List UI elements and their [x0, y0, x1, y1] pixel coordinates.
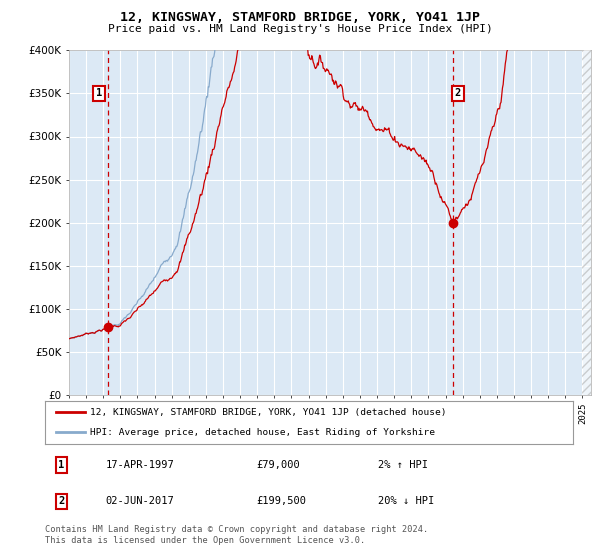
Text: 2% ↑ HPI: 2% ↑ HPI	[377, 460, 428, 470]
Text: £79,000: £79,000	[256, 460, 300, 470]
Text: HPI: Average price, detached house, East Riding of Yorkshire: HPI: Average price, detached house, East…	[90, 427, 435, 437]
Text: £199,500: £199,500	[256, 496, 306, 506]
Text: 20% ↓ HPI: 20% ↓ HPI	[377, 496, 434, 506]
Text: 02-JUN-2017: 02-JUN-2017	[106, 496, 175, 506]
Text: Contains HM Land Registry data © Crown copyright and database right 2024.
This d: Contains HM Land Registry data © Crown c…	[45, 525, 428, 545]
Text: Price paid vs. HM Land Registry's House Price Index (HPI): Price paid vs. HM Land Registry's House …	[107, 24, 493, 34]
Text: 17-APR-1997: 17-APR-1997	[106, 460, 175, 470]
Text: 2: 2	[455, 88, 461, 99]
Text: 2: 2	[58, 496, 64, 506]
Text: 12, KINGSWAY, STAMFORD BRIDGE, YORK, YO41 1JP: 12, KINGSWAY, STAMFORD BRIDGE, YORK, YO4…	[120, 11, 480, 24]
Text: 12, KINGSWAY, STAMFORD BRIDGE, YORK, YO41 1JP (detached house): 12, KINGSWAY, STAMFORD BRIDGE, YORK, YO4…	[90, 408, 446, 417]
Text: 1: 1	[58, 460, 64, 470]
Text: 1: 1	[95, 88, 102, 99]
